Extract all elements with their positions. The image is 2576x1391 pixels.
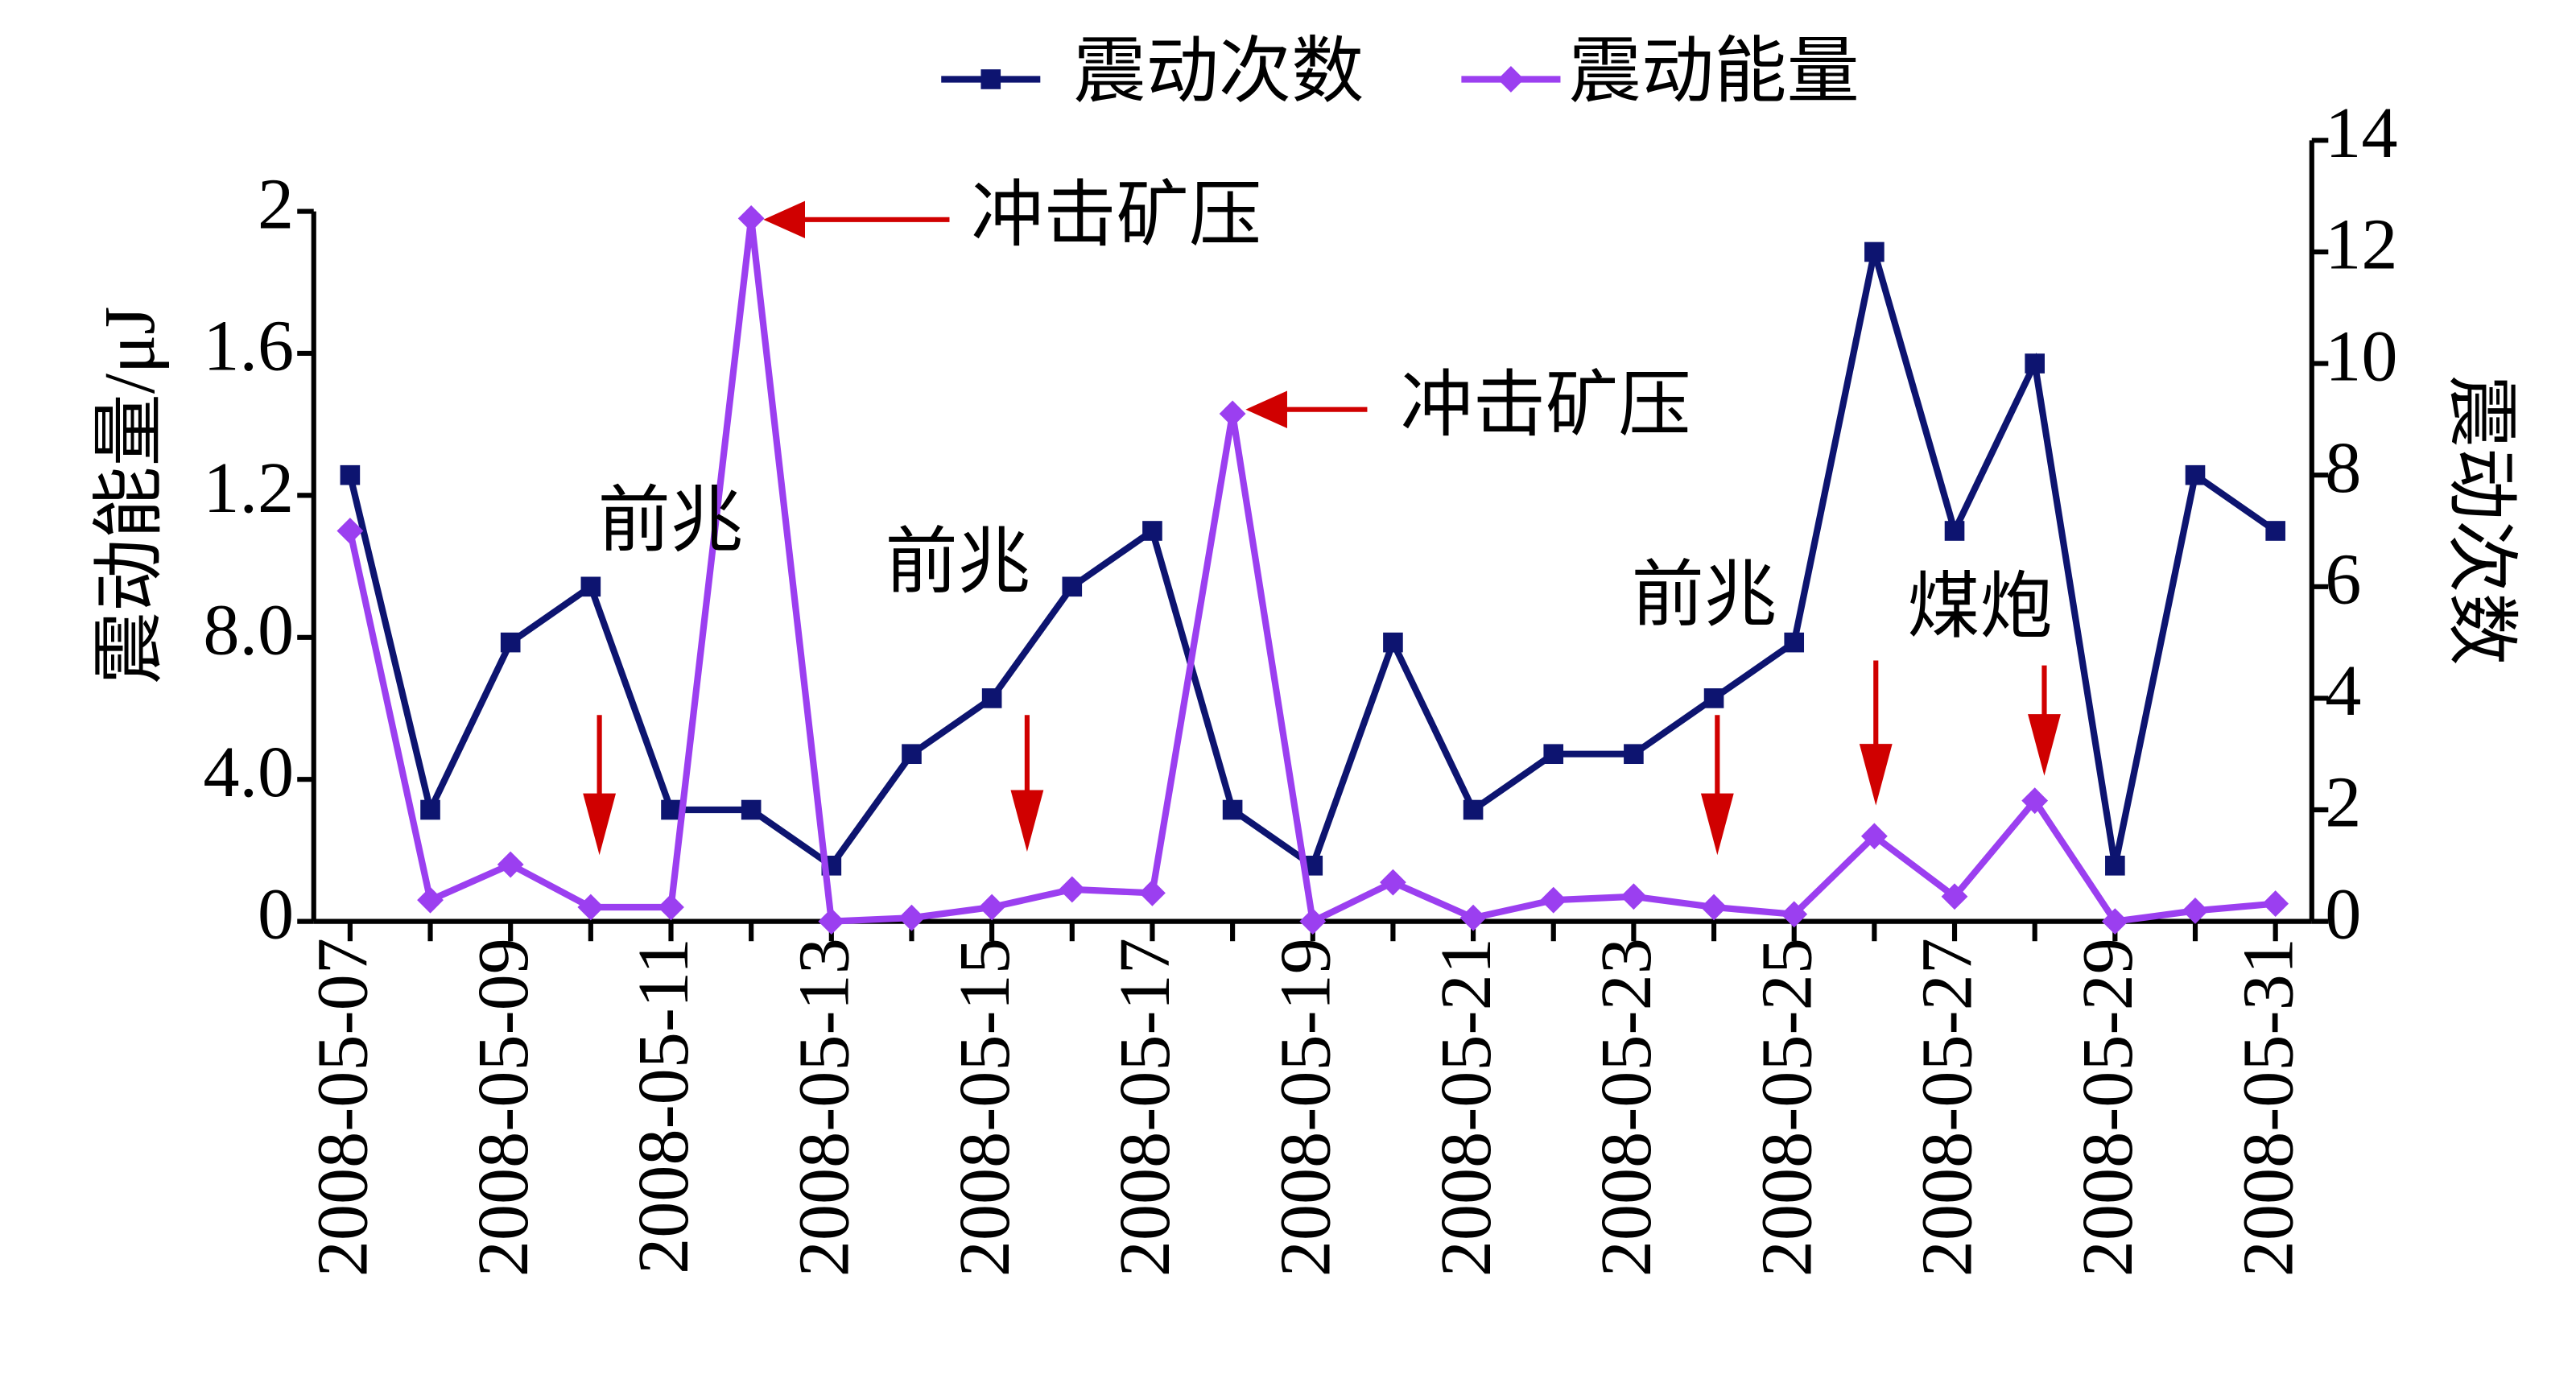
marker bbox=[1700, 894, 1728, 921]
y2-tick-label: 4 bbox=[2325, 650, 2361, 731]
marker bbox=[1059, 876, 1086, 903]
y2-axis-title: 震动次数 bbox=[2441, 375, 2521, 666]
arrowhead bbox=[583, 793, 617, 856]
x-tick-label: 2008-05-13 bbox=[784, 938, 865, 1277]
arrowhead bbox=[2028, 714, 2061, 776]
y2-tick-label: 6 bbox=[2325, 539, 2361, 620]
marker bbox=[2262, 890, 2289, 917]
marker bbox=[1222, 799, 1243, 820]
marker bbox=[1543, 744, 1564, 765]
x-tick-label: 2008-05-11 bbox=[623, 938, 704, 1274]
marker bbox=[500, 632, 521, 653]
y-axis-title: 震动能量/μJ bbox=[89, 307, 170, 685]
marker bbox=[898, 904, 925, 931]
annotation: 冲击矿压 bbox=[1400, 365, 1690, 446]
marker bbox=[2265, 521, 2285, 541]
y-tick-label: 4.0 bbox=[203, 732, 294, 812]
annotation: 冲击矿压 bbox=[971, 175, 1261, 256]
y-tick-label: 1.6 bbox=[203, 306, 294, 386]
marker bbox=[340, 464, 361, 485]
y-tick-label: 1.2 bbox=[203, 448, 294, 528]
marker bbox=[2021, 787, 2049, 815]
marker bbox=[1540, 886, 1567, 914]
x-tick-label: 2008-05-23 bbox=[1586, 938, 1666, 1277]
marker bbox=[1860, 823, 1888, 850]
y2-tick-label: 2 bbox=[2325, 762, 2361, 843]
marker bbox=[577, 894, 605, 921]
arrowhead bbox=[1010, 790, 1044, 852]
annotation: 煤炮 bbox=[1907, 567, 2053, 647]
x-tick-label: 2008-05-21 bbox=[1426, 938, 1506, 1277]
arrows bbox=[583, 200, 2061, 856]
marker bbox=[981, 688, 1002, 708]
arrowhead bbox=[1700, 793, 1734, 856]
x-tick-label: 2008-05-29 bbox=[2067, 938, 2148, 1277]
marker bbox=[741, 799, 762, 820]
marker bbox=[1781, 901, 1808, 928]
legend-label: 震动次数 bbox=[1073, 31, 1364, 112]
marker bbox=[1624, 744, 1644, 765]
y2-tick-label: 8 bbox=[2325, 427, 2361, 508]
y-tick-label: 2 bbox=[258, 163, 294, 244]
arrowhead bbox=[763, 200, 806, 239]
marker bbox=[336, 518, 364, 544]
marker bbox=[1062, 576, 1083, 597]
y2-tick-label: 12 bbox=[2325, 204, 2397, 285]
marker bbox=[2025, 353, 2045, 374]
marker bbox=[1142, 521, 1162, 541]
y2-tick-label: 0 bbox=[2325, 873, 2361, 954]
marker bbox=[1463, 799, 1484, 820]
marker bbox=[1139, 879, 1166, 906]
x-tick-label: 2008-05-17 bbox=[1104, 938, 1185, 1277]
marker bbox=[417, 886, 444, 914]
marker bbox=[1620, 883, 1647, 910]
marker bbox=[1380, 869, 1406, 896]
marker bbox=[420, 799, 440, 820]
marker bbox=[1459, 904, 1487, 931]
annotation: 前兆 bbox=[1632, 555, 1777, 635]
marker bbox=[1299, 908, 1327, 935]
arrowhead bbox=[1859, 744, 1893, 806]
marker bbox=[2185, 464, 2206, 485]
marker bbox=[1703, 688, 1724, 708]
marker bbox=[1784, 632, 1805, 653]
y2-tick-label: 14 bbox=[2325, 93, 2397, 173]
marker bbox=[1941, 883, 1968, 910]
legend-marker bbox=[1497, 66, 1525, 93]
annotation: 前兆 bbox=[598, 481, 744, 561]
arrowhead bbox=[1245, 390, 1287, 428]
x-tick-label: 2008-05-27 bbox=[1907, 938, 1988, 1277]
marker bbox=[1864, 241, 1885, 262]
marker bbox=[818, 908, 845, 935]
x-tick-label: 2008-05-25 bbox=[1746, 938, 1827, 1277]
marker bbox=[658, 894, 684, 921]
y-tick-label: 8.0 bbox=[203, 590, 294, 671]
marker bbox=[1944, 521, 1965, 541]
marker bbox=[1219, 400, 1246, 427]
marker bbox=[580, 576, 601, 597]
x-tick-label: 2008-05-15 bbox=[944, 938, 1025, 1277]
legend-marker bbox=[980, 69, 1001, 89]
x-tick-label: 2008-05-07 bbox=[303, 938, 383, 1277]
marker bbox=[978, 894, 1005, 921]
y-tick-label: 0 bbox=[258, 873, 294, 954]
marker bbox=[2105, 856, 2125, 876]
x-tick-label: 2008-05-19 bbox=[1265, 938, 1345, 1277]
legend-label: 震动能量 bbox=[1569, 31, 1860, 112]
y2-tick-label: 10 bbox=[2325, 316, 2397, 396]
marker bbox=[2182, 897, 2209, 924]
marker bbox=[497, 851, 524, 878]
x-tick-label: 2008-05-31 bbox=[2227, 938, 2308, 1277]
marker bbox=[1383, 632, 1403, 653]
x-tick-label: 2008-05-09 bbox=[463, 938, 543, 1277]
marker bbox=[902, 744, 922, 765]
annotation: 前兆 bbox=[885, 522, 1030, 602]
marker bbox=[661, 799, 681, 820]
marker bbox=[737, 204, 765, 232]
